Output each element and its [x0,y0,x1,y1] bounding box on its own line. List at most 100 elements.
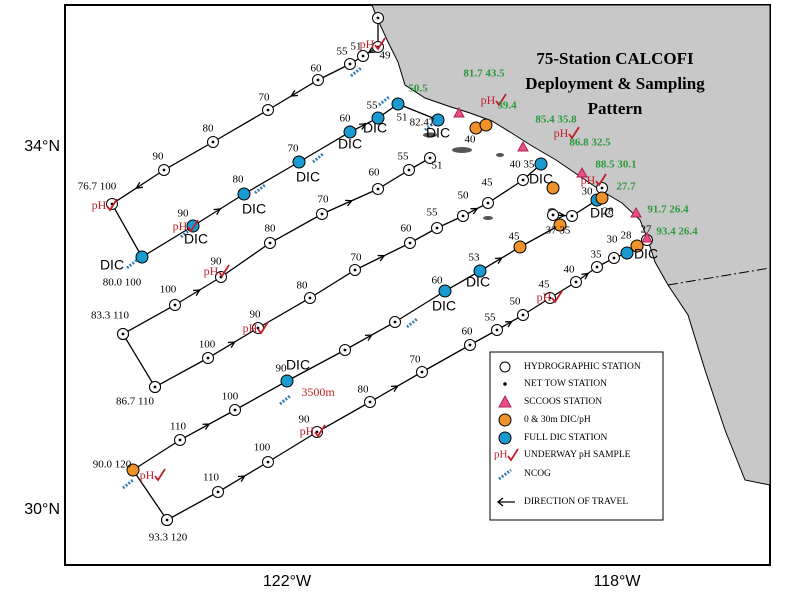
dic-label: DIC [363,120,387,136]
sccoos-label: 91.7 26.4 [647,204,689,216]
ph-check [314,424,326,438]
border [667,267,771,286]
station-label: 60 [311,63,323,75]
track [122,333,156,388]
dic-label: DIC [426,125,450,141]
sccoos-label: 81.7 43.5 [463,68,505,80]
net-tow [173,303,177,307]
dic-label: DIC [296,169,320,185]
full-dic-station [620,246,634,260]
net-tow [343,348,347,352]
direction-arrow [504,320,513,328]
station-label: 70 [410,354,422,366]
net-tow [165,518,169,522]
station-label: 90 [178,208,190,220]
station-label: 110 [203,472,220,484]
stations [106,12,653,526]
sccoos-station [517,140,529,152]
net-tow [266,460,270,464]
station-label: 76.7 100 [78,181,117,193]
net-tow [461,214,465,218]
track [122,157,431,335]
station-label: 49 [380,50,392,62]
lat-label: 34°N [24,138,60,155]
station-label: 110 [170,421,187,433]
ph-label: pH [481,93,496,107]
station-label: 100 [222,391,239,403]
legend-symbol [503,382,507,386]
station-label: 40 [564,264,576,276]
direction-arrow [135,181,144,189]
net-tow [468,343,472,347]
net-tow [393,320,397,324]
station-label: 90.0 120 [93,459,132,471]
ph-label: pH [581,173,596,187]
dic-ph-station [479,118,493,132]
station-label: 55 [398,151,410,163]
dic-label: DIC [286,357,310,373]
ph-check [106,198,118,212]
legend-label: NCOG [524,469,551,479]
net-tow [316,78,320,82]
ph-label: pH [140,468,155,482]
station-label: 82.47 [410,117,435,129]
lon-label: 122°W [263,573,312,590]
station-label: 55 [367,100,379,112]
direction-arrow [237,475,246,482]
net-tow [206,356,210,360]
station-label: 45 [539,279,551,291]
net-tow [435,226,439,230]
net-tow [407,168,411,172]
net-tow [162,168,166,172]
net-tow [548,296,552,300]
ncog [279,394,291,406]
lat-label: 30°N [24,501,60,518]
station-label: 30 [607,234,619,246]
station-label: 37 35 [546,225,571,237]
land [371,4,771,486]
ph-label: pH [537,290,552,304]
net-tow [420,370,424,374]
station-label: 70 [288,143,300,155]
dic-label: DIC [634,246,658,262]
ncog [424,120,436,132]
direction-arrow [290,90,299,97]
direction-arrow [213,208,222,216]
net-tow [368,400,372,404]
ph-check [218,264,230,278]
full-dic-station [473,264,487,278]
net-tow [353,268,357,272]
ph-check [495,93,507,107]
legend-symbol [496,497,515,507]
legend-check [507,448,519,462]
station-label: 100 [199,339,216,351]
net-tow [320,212,324,216]
dic-label: DIC [242,201,266,217]
depth-label: 3500m [301,385,335,399]
legend-box [489,351,664,521]
net-tow [600,186,604,190]
dic-label: DIC [432,298,456,314]
station-label: 93.3 120 [149,532,188,544]
ncog [312,152,324,164]
ph-label: pH [173,219,188,233]
station-label: 45 [509,231,521,243]
net-tow [376,187,380,191]
ph-label: pH [204,264,219,278]
ph-check [568,126,580,140]
station-label: 90 [211,256,223,268]
legend-label: DIRECTION OF TRAVEL [524,497,628,507]
net-tow [376,16,380,20]
station-label: 51 [432,160,443,172]
full-dic-station [343,125,357,139]
station-label: 90 [299,414,311,426]
station-label: 55 [485,312,497,324]
net-tow [612,256,616,260]
legend-label: SCCOOS STATION [524,397,602,407]
dic-ph-station [546,181,560,195]
full-dic-station [371,111,385,125]
full-dic-station [292,155,306,169]
station-label: 50 [458,190,470,202]
full-dic-station [438,284,452,298]
net-tow [428,156,432,160]
